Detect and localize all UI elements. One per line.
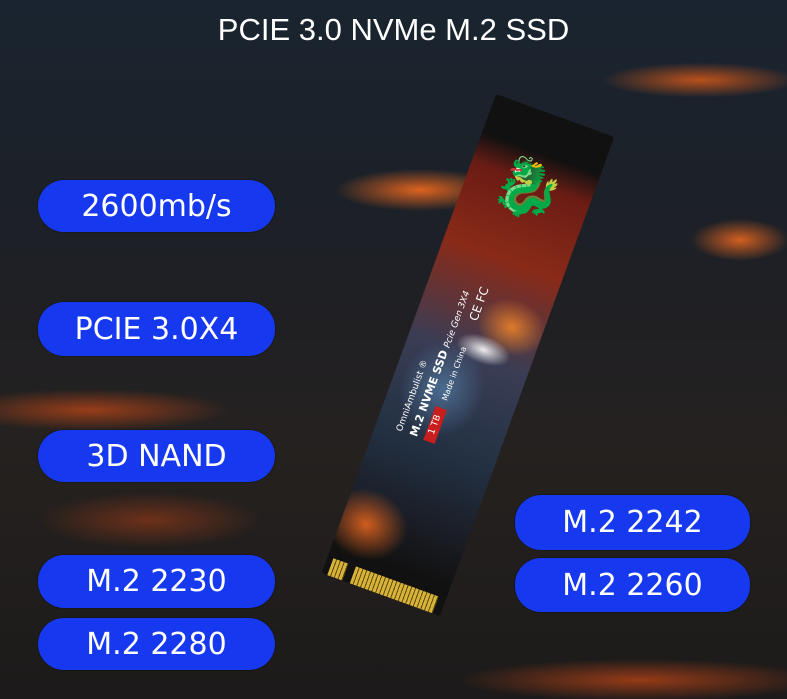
connector-pins-main bbox=[349, 566, 439, 614]
connector-pins bbox=[327, 558, 349, 581]
dragon-logo-icon: 🐉 bbox=[484, 146, 573, 232]
feature-badge-interface: PCIE 3.0X4 bbox=[38, 302, 275, 356]
feature-badge-speed: 2600mb/s bbox=[38, 180, 275, 232]
page-title: PCIE 3.0 NVMe M.2 SSD bbox=[217, 12, 570, 47]
feature-badge-2230: M.2 2230 bbox=[38, 555, 275, 608]
ssd-label: OmniAmbulist ® M.2 NVME SSD Pcie Gen 3X4… bbox=[395, 275, 492, 444]
feature-badge-2260: M.2 2260 bbox=[515, 558, 750, 612]
feature-badge-2280: M.2 2280 bbox=[38, 618, 275, 670]
feature-badge-nand: 3D NAND bbox=[38, 430, 275, 482]
feature-badge-2242: M.2 2242 bbox=[515, 495, 750, 550]
